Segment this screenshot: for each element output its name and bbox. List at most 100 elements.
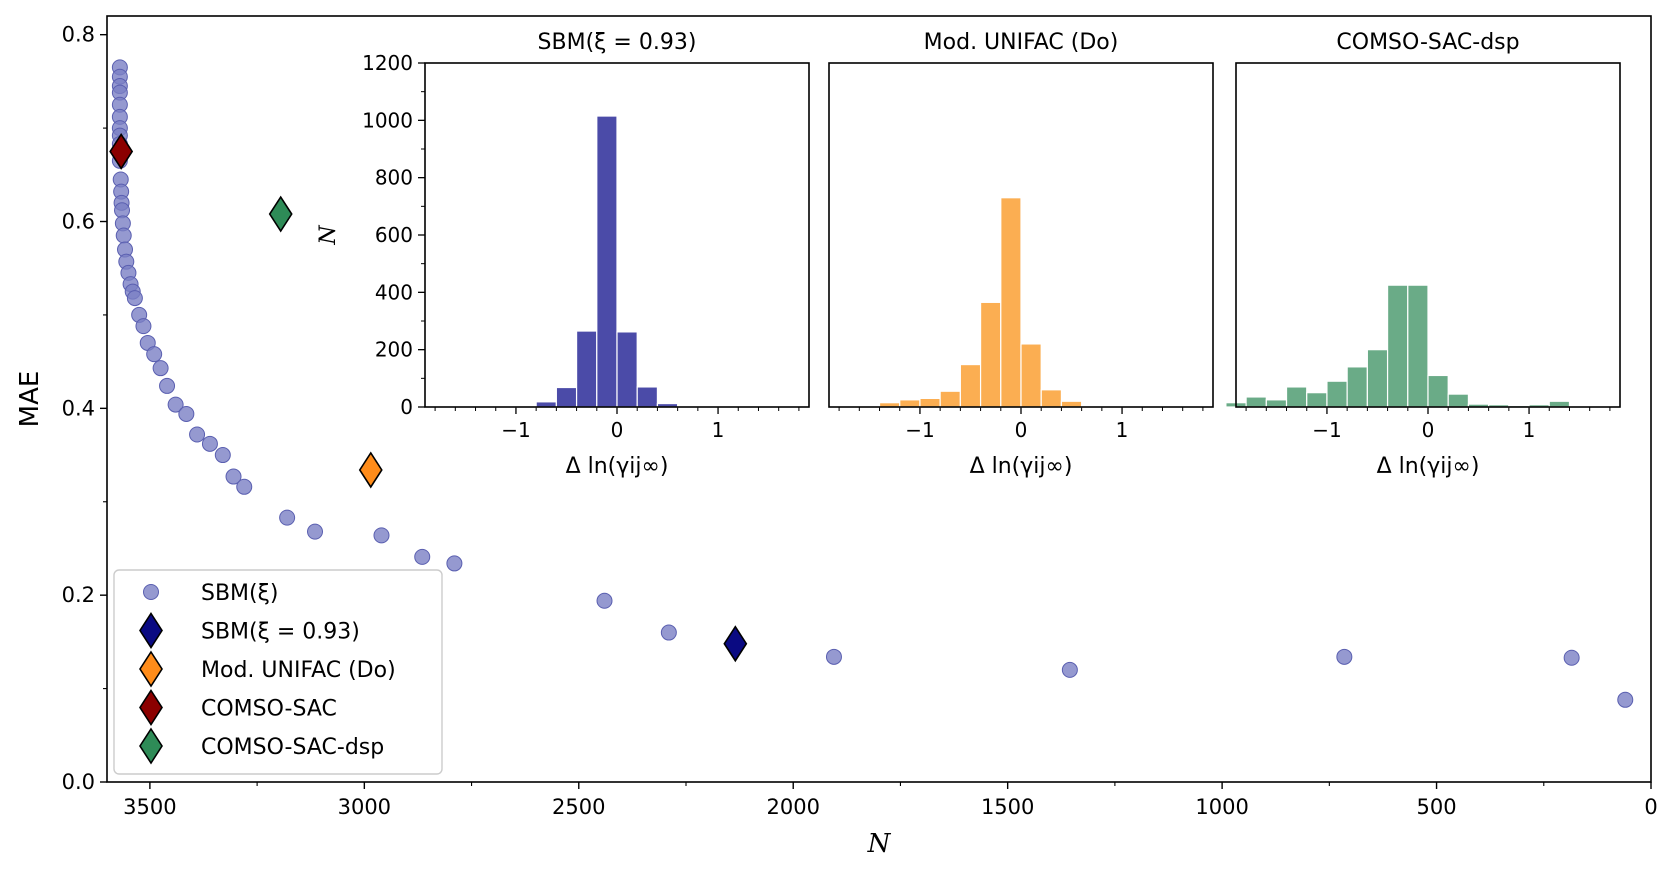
sbm-xi-point — [373, 527, 390, 544]
main-x-tick-label: 0 — [1644, 795, 1657, 819]
histogram-bar — [555, 386, 578, 408]
main-y-tick-label: 0.4 — [62, 396, 95, 420]
inset-x-tick-label: 1 — [1116, 418, 1129, 442]
sbm-xi-point — [1061, 661, 1078, 678]
inset-unifac-title: Mod. UNIFAC (Do) — [924, 30, 1119, 55]
sbm-xi-point — [146, 346, 163, 363]
inset-y-tick-label: 0 — [400, 395, 413, 419]
inset-sbm-title: SBM(ξ = 0.93) — [538, 30, 697, 55]
histogram-bar — [1060, 400, 1083, 408]
histogram-bar — [899, 399, 921, 408]
inset-sbm-frame — [424, 62, 810, 408]
legend: SBM(ξ) SBM(ξ = 0.93) Mod. UNIFAC (Do) COMSO… — [113, 569, 443, 775]
inset-x-tick-label: −1 — [501, 418, 530, 442]
sbm-xi-point — [159, 377, 176, 394]
histogram-bar — [1326, 380, 1348, 408]
inset-histogram-cosmo-dsp: −1 0 1 COMSO-SAC-dsp Δ ln(γij∞) — [1225, 30, 1621, 479]
histogram-bar — [1427, 374, 1449, 408]
inset-sbm-x-label: Δ ln(γij∞) — [566, 454, 669, 479]
inset-cosmo-dsp-frame — [1235, 62, 1621, 408]
histogram-bar — [616, 331, 638, 408]
main-marks — [109, 59, 1634, 708]
main-ticks: 3500 3000 2500 2000 1500 1000 500 0 0.0 0.2 0.4 0.6… — [62, 23, 1658, 819]
histogram-bar — [636, 386, 659, 408]
legend-entry-label: Mod. UNIFAC (Do) — [201, 658, 396, 683]
legend-marker — [139, 650, 163, 688]
inset-y-tick-label: 1000 — [362, 108, 413, 132]
main-x-tick-label: 1000 — [1195, 795, 1248, 819]
inset-unifac-frame — [828, 62, 1214, 408]
histogram-bar — [1386, 284, 1409, 408]
sbm-xi-point — [214, 447, 231, 464]
histogram-bar — [1040, 389, 1063, 408]
sbm-xi-point — [1336, 648, 1353, 665]
sbm-xi-point — [307, 523, 324, 540]
inset-y-tick-label: 600 — [375, 223, 413, 247]
diamond-point — [723, 625, 748, 663]
inset-x-tick-label: −1 — [1312, 418, 1341, 442]
inset-cosmo-dsp-ticks: −1 0 1 — [1245, 407, 1611, 442]
sbm-xi-point — [189, 426, 206, 443]
sbm-xi-point — [236, 478, 253, 495]
legend-entry-label: SBM(ξ = 0.93) — [201, 620, 360, 645]
inset-y-tick-label: 800 — [375, 166, 413, 190]
main-x-tick-label: 2000 — [766, 795, 819, 819]
diamond-point — [109, 132, 134, 170]
sbm-xi-point — [1563, 649, 1580, 666]
inset-x-tick-label: 0 — [611, 418, 624, 442]
legend-box — [113, 569, 443, 775]
main-y-tick-label: 0.8 — [62, 23, 95, 47]
histogram-bar — [1548, 400, 1571, 408]
histogram-bar — [1265, 399, 1288, 408]
legend-marker — [139, 689, 163, 726]
histogram-bar — [1285, 386, 1308, 408]
histogram-bar — [575, 330, 598, 408]
sbm-xi-point — [225, 468, 242, 485]
main-x-tick-label: 2500 — [552, 795, 605, 819]
main-y-tick-label: 0.2 — [62, 583, 95, 607]
inset-x-tick-label: 1 — [1523, 418, 1536, 442]
main-x-tick-label: 500 — [1417, 795, 1457, 819]
histogram-bar — [959, 363, 982, 408]
inset-sbm-y-label: N — [316, 225, 341, 246]
main-x-axis-label: N — [867, 829, 892, 859]
histogram-bar — [1245, 396, 1267, 408]
sbm-xi-point — [1617, 691, 1634, 708]
histogram-bar — [596, 115, 618, 408]
sbm-xi-point — [201, 435, 218, 452]
inset-histogram-unifac: −1 0 1 Mod. UNIFAC (Do) Δ ln(γij∞) — [828, 30, 1214, 479]
main-plot: 3500 3000 2500 2000 1500 1000 500 0 0.0 0.2 0.4 0.6… — [15, 15, 1658, 859]
inset-y-tick-label: 1200 — [362, 51, 413, 75]
legend-marker — [139, 727, 163, 765]
inset-cosmo-dsp-title: COMSO-SAC-dsp — [1336, 30, 1519, 55]
main-x-tick-label: 3500 — [123, 795, 176, 819]
sbm-xi-point — [596, 592, 613, 609]
legend-marker — [139, 612, 163, 649]
sbm-xi-point — [135, 318, 152, 335]
inset-x-tick-label: −1 — [905, 418, 934, 442]
main-x-tick-label: 3000 — [338, 795, 391, 819]
main-plot-frame — [106, 15, 1652, 783]
histogram-bar — [1366, 349, 1389, 408]
histogram-bar — [1447, 393, 1470, 408]
main-y-axis-label: MAE — [15, 371, 45, 428]
legend-marker — [143, 584, 159, 600]
histogram-bar — [919, 397, 941, 408]
diamond-point — [268, 195, 293, 233]
sbm-xi-point — [178, 405, 195, 422]
histogram-bar — [939, 390, 961, 408]
main-y-tick-label: 0.6 — [62, 210, 95, 234]
histogram-bar — [1306, 392, 1328, 408]
legend-entry-label: COMSO-SAC — [201, 697, 337, 722]
histogram-bar — [1407, 284, 1429, 408]
main-y-tick-label: 0.0 — [62, 770, 95, 794]
sbm-xi-point — [825, 648, 842, 665]
histogram-bar — [979, 301, 1002, 408]
inset-cosmo-dsp-x-label: Δ ln(γij∞) — [1377, 454, 1480, 479]
main-x-tick-label: 1500 — [981, 795, 1034, 819]
inset-x-tick-label: 1 — [712, 418, 725, 442]
inset-unifac-ticks: −1 0 1 — [838, 407, 1204, 442]
sbm-xi-point — [446, 555, 463, 572]
